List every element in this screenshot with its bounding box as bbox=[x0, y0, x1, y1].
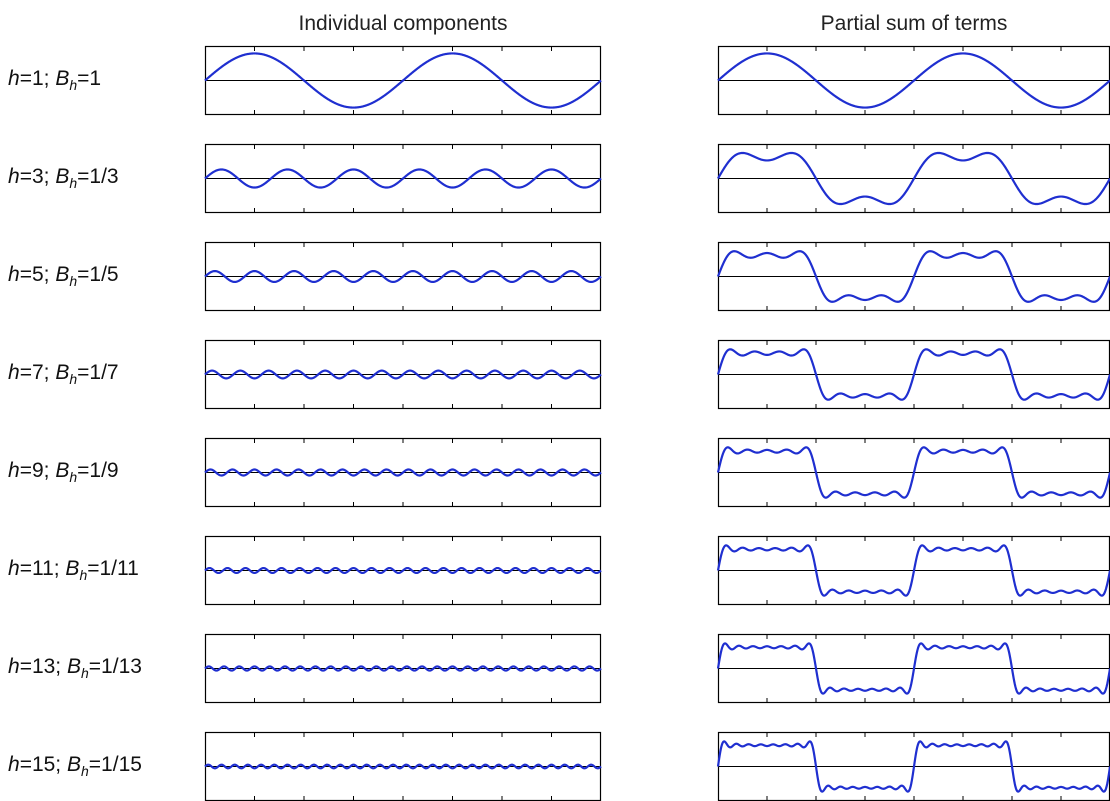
partial-panel-h3 bbox=[717, 143, 1110, 214]
individual-wave-h9 bbox=[204, 468, 602, 477]
partial-panel-h11 bbox=[716, 535, 1110, 606]
partial-wave-h3 bbox=[717, 151, 1110, 206]
individual-wave-h15 bbox=[204, 763, 602, 770]
column-title-individual: Individual components bbox=[298, 12, 508, 35]
row-label-h15: h=15; Bh=1/15 bbox=[8, 752, 142, 779]
individual-panel-h7 bbox=[204, 339, 602, 410]
partial-panel-h13 bbox=[716, 633, 1110, 704]
individual-panel-h15 bbox=[204, 731, 602, 801]
partial-panel-h5 bbox=[716, 241, 1110, 312]
partial-wave-h7 bbox=[716, 348, 1110, 401]
partial-panel-h7 bbox=[716, 339, 1110, 410]
individual-panel-h3 bbox=[204, 143, 602, 214]
partial-wave-h9 bbox=[716, 446, 1110, 499]
individual-wave-h5 bbox=[204, 269, 602, 284]
partial-wave-h11 bbox=[716, 544, 1110, 597]
row-label-h1: h=1; Bh=1 bbox=[8, 66, 102, 93]
row-label-h9: h=9; Bh=1/9 bbox=[8, 458, 119, 485]
individual-panel-h9 bbox=[204, 437, 602, 508]
individual-wave-h11 bbox=[204, 566, 602, 575]
partial-panel-h9 bbox=[716, 437, 1110, 508]
column-title-partial-sum: Partial sum of terms bbox=[820, 12, 1008, 35]
individual-panel-h13 bbox=[204, 633, 602, 704]
row-label-h3: h=3; Bh=1/3 bbox=[8, 164, 119, 191]
individual-panel-h5 bbox=[204, 241, 602, 312]
partial-wave-h15 bbox=[716, 740, 1110, 793]
partial-panel-h1 bbox=[717, 45, 1110, 116]
individual-wave-h3 bbox=[204, 168, 602, 189]
row-label-h5: h=5; Bh=1/5 bbox=[8, 262, 119, 289]
individual-wave-h7 bbox=[204, 369, 602, 380]
individual-wave-h1 bbox=[204, 52, 602, 109]
individual-wave-h13 bbox=[204, 665, 602, 672]
row-label-h13: h=13; Bh=1/13 bbox=[8, 654, 142, 681]
partial-panel-h15 bbox=[716, 731, 1110, 801]
row-label-h7: h=7; Bh=1/7 bbox=[8, 360, 119, 387]
row-label-h11: h=11; Bh=1/11 bbox=[8, 556, 139, 583]
partial-wave-h1 bbox=[717, 52, 1110, 109]
individual-panel-h1 bbox=[204, 45, 602, 116]
partial-wave-h5 bbox=[716, 250, 1110, 303]
partial-wave-h13 bbox=[716, 642, 1110, 695]
individual-panel-h11 bbox=[204, 535, 602, 606]
